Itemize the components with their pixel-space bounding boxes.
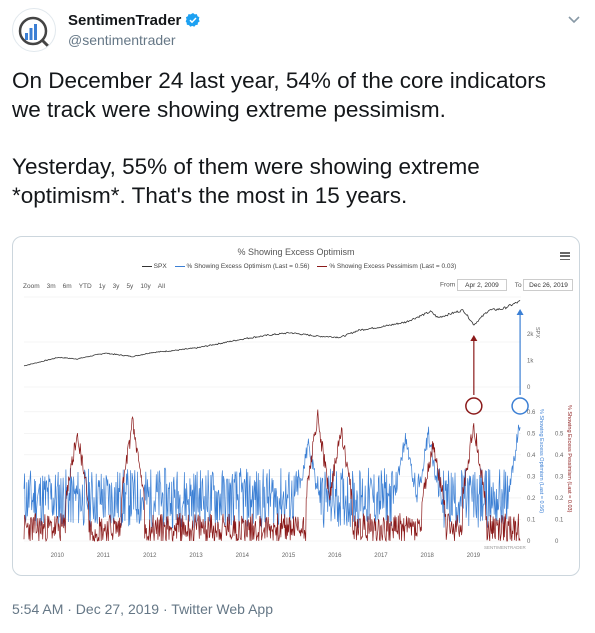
tweet-paragraph-2: Yesterday, 55% of them were showing extr… [12, 154, 480, 208]
chart-title: % Showing Excess Optimism [237, 247, 355, 257]
legend-optimism: % Showing Excess Optimism (Last = 0.56) [186, 263, 310, 270]
chart-plot: 2010 2011 2012 2013 2014 2015 2016 2017 2018 2019… [23, 296, 572, 559]
spx-tick-2k: 2k [527, 332, 534, 338]
pessimism-tick-0.4: 0.4 [555, 453, 564, 459]
to-date-input[interactable] [523, 279, 574, 291]
x-tick-2017: 2017 [374, 553, 388, 559]
pessimism-tick-0.1: 0.1 [555, 517, 564, 523]
optimism-tick-0: 0 [527, 539, 531, 545]
pessimism-axis-label: % Showing Excess Pessimism (Last = 0.03) [566, 405, 572, 513]
spx-tick-0: 0 [527, 385, 531, 391]
spx-line [23, 300, 521, 367]
x-tick-2014: 2014 [236, 553, 250, 559]
optimism-tick-0.3: 0.3 [527, 474, 536, 480]
optimism-tick-0.5: 0.5 [527, 431, 536, 437]
to-label: To [514, 281, 522, 289]
optimism-tick-0.2: 0.2 [527, 496, 536, 502]
annotation-circle-optimism [511, 397, 529, 415]
x-tick-2011: 2011 [97, 553, 111, 559]
zoom-3y[interactable]: 3y [112, 283, 120, 290]
pessimism-tick-0.3: 0.3 [555, 474, 564, 480]
optimism-tick-0.4: 0.4 [527, 453, 536, 459]
x-tick-2016: 2016 [328, 553, 342, 559]
zoom-1y[interactable]: 1y [98, 283, 106, 290]
zoom-all[interactable]: All [157, 283, 166, 290]
annotation-arrowhead-pessimism [470, 335, 478, 341]
zoom-selector: Zoom 3m 6m YTD 1y 3y 5y 10y All [20, 282, 169, 291]
x-tick-2010: 2010 [51, 553, 65, 559]
zoom-6m[interactable]: 6m [62, 283, 72, 290]
avatar[interactable] [12, 8, 56, 52]
optimism-tick-0.6: 0.6 [527, 410, 536, 416]
zoom-label: Zoom [23, 283, 40, 290]
chart: % Showing Excess Optimism SPX % Showing … [16, 239, 576, 573]
chart-menu-icon[interactable] [560, 252, 570, 261]
x-tick-2019: 2019 [467, 553, 481, 559]
chart-legend: SPX % Showing Excess Optimism (Last = 0.… [16, 263, 576, 270]
watermark: SENTIMENTRADER [484, 545, 527, 550]
date-range: From To [440, 279, 574, 291]
annotation-arrowhead-optimism [516, 309, 524, 315]
x-tick-2013: 2013 [189, 553, 203, 559]
zoom-ytd[interactable]: YTD [78, 283, 92, 290]
tweet-header: SentimenTrader @sentimentrader [12, 8, 583, 52]
spx-tick-1k: 1k [527, 359, 534, 365]
x-tick-2018: 2018 [421, 553, 435, 559]
footer-separator: · [159, 601, 172, 617]
author-name-row[interactable]: SentimenTrader [68, 12, 201, 29]
tweet-text: On December 24 last year, 54% of the cor… [12, 66, 580, 210]
x-tick-2015: 2015 [282, 553, 296, 559]
zoom-5y[interactable]: 5y [126, 283, 134, 290]
tweet-footer: 5:54 AM · Dec 27, 2019 · Twitter Web App [12, 601, 273, 617]
chevron-down-icon[interactable] [565, 10, 583, 28]
chart-image-card[interactable]: % Showing Excess Optimism SPX % Showing … [12, 236, 580, 576]
annotation-circle-pessimism [465, 397, 483, 415]
tweet-paragraph-1: On December 24 last year, 54% of the cor… [12, 68, 547, 122]
optimism-axis-label: % Showing Excess Optimism (Last = 0.56) [538, 409, 544, 513]
from-label: From [440, 281, 456, 289]
optimism-tick-0.1: 0.1 [527, 517, 536, 523]
legend-spx: SPX [153, 263, 167, 270]
verified-badge-icon [186, 13, 201, 27]
tweet-timestamp[interactable]: 5:54 AM · Dec 27, 2019 [12, 601, 160, 617]
tweet-source-link[interactable]: Twitter Web App [171, 601, 273, 617]
zoom-10y[interactable]: 10y [140, 283, 151, 290]
spx-axis-label: SPX [534, 327, 540, 338]
from-date-input[interactable] [456, 279, 507, 291]
pessimism-tick-0.5: 0.5 [555, 431, 564, 437]
pessimism-line [23, 409, 521, 543]
pessimism-tick-0: 0 [555, 539, 559, 545]
author-name[interactable]: SentimenTrader [68, 12, 182, 29]
legend-pessimism: % Showing Excess Pessimism (Last = 0.03) [329, 263, 457, 270]
author-handle[interactable]: @sentimentrader [68, 32, 176, 48]
zoom-3m[interactable]: 3m [46, 283, 56, 290]
x-tick-2012: 2012 [143, 553, 157, 559]
pessimism-tick-0.2: 0.2 [555, 496, 564, 502]
